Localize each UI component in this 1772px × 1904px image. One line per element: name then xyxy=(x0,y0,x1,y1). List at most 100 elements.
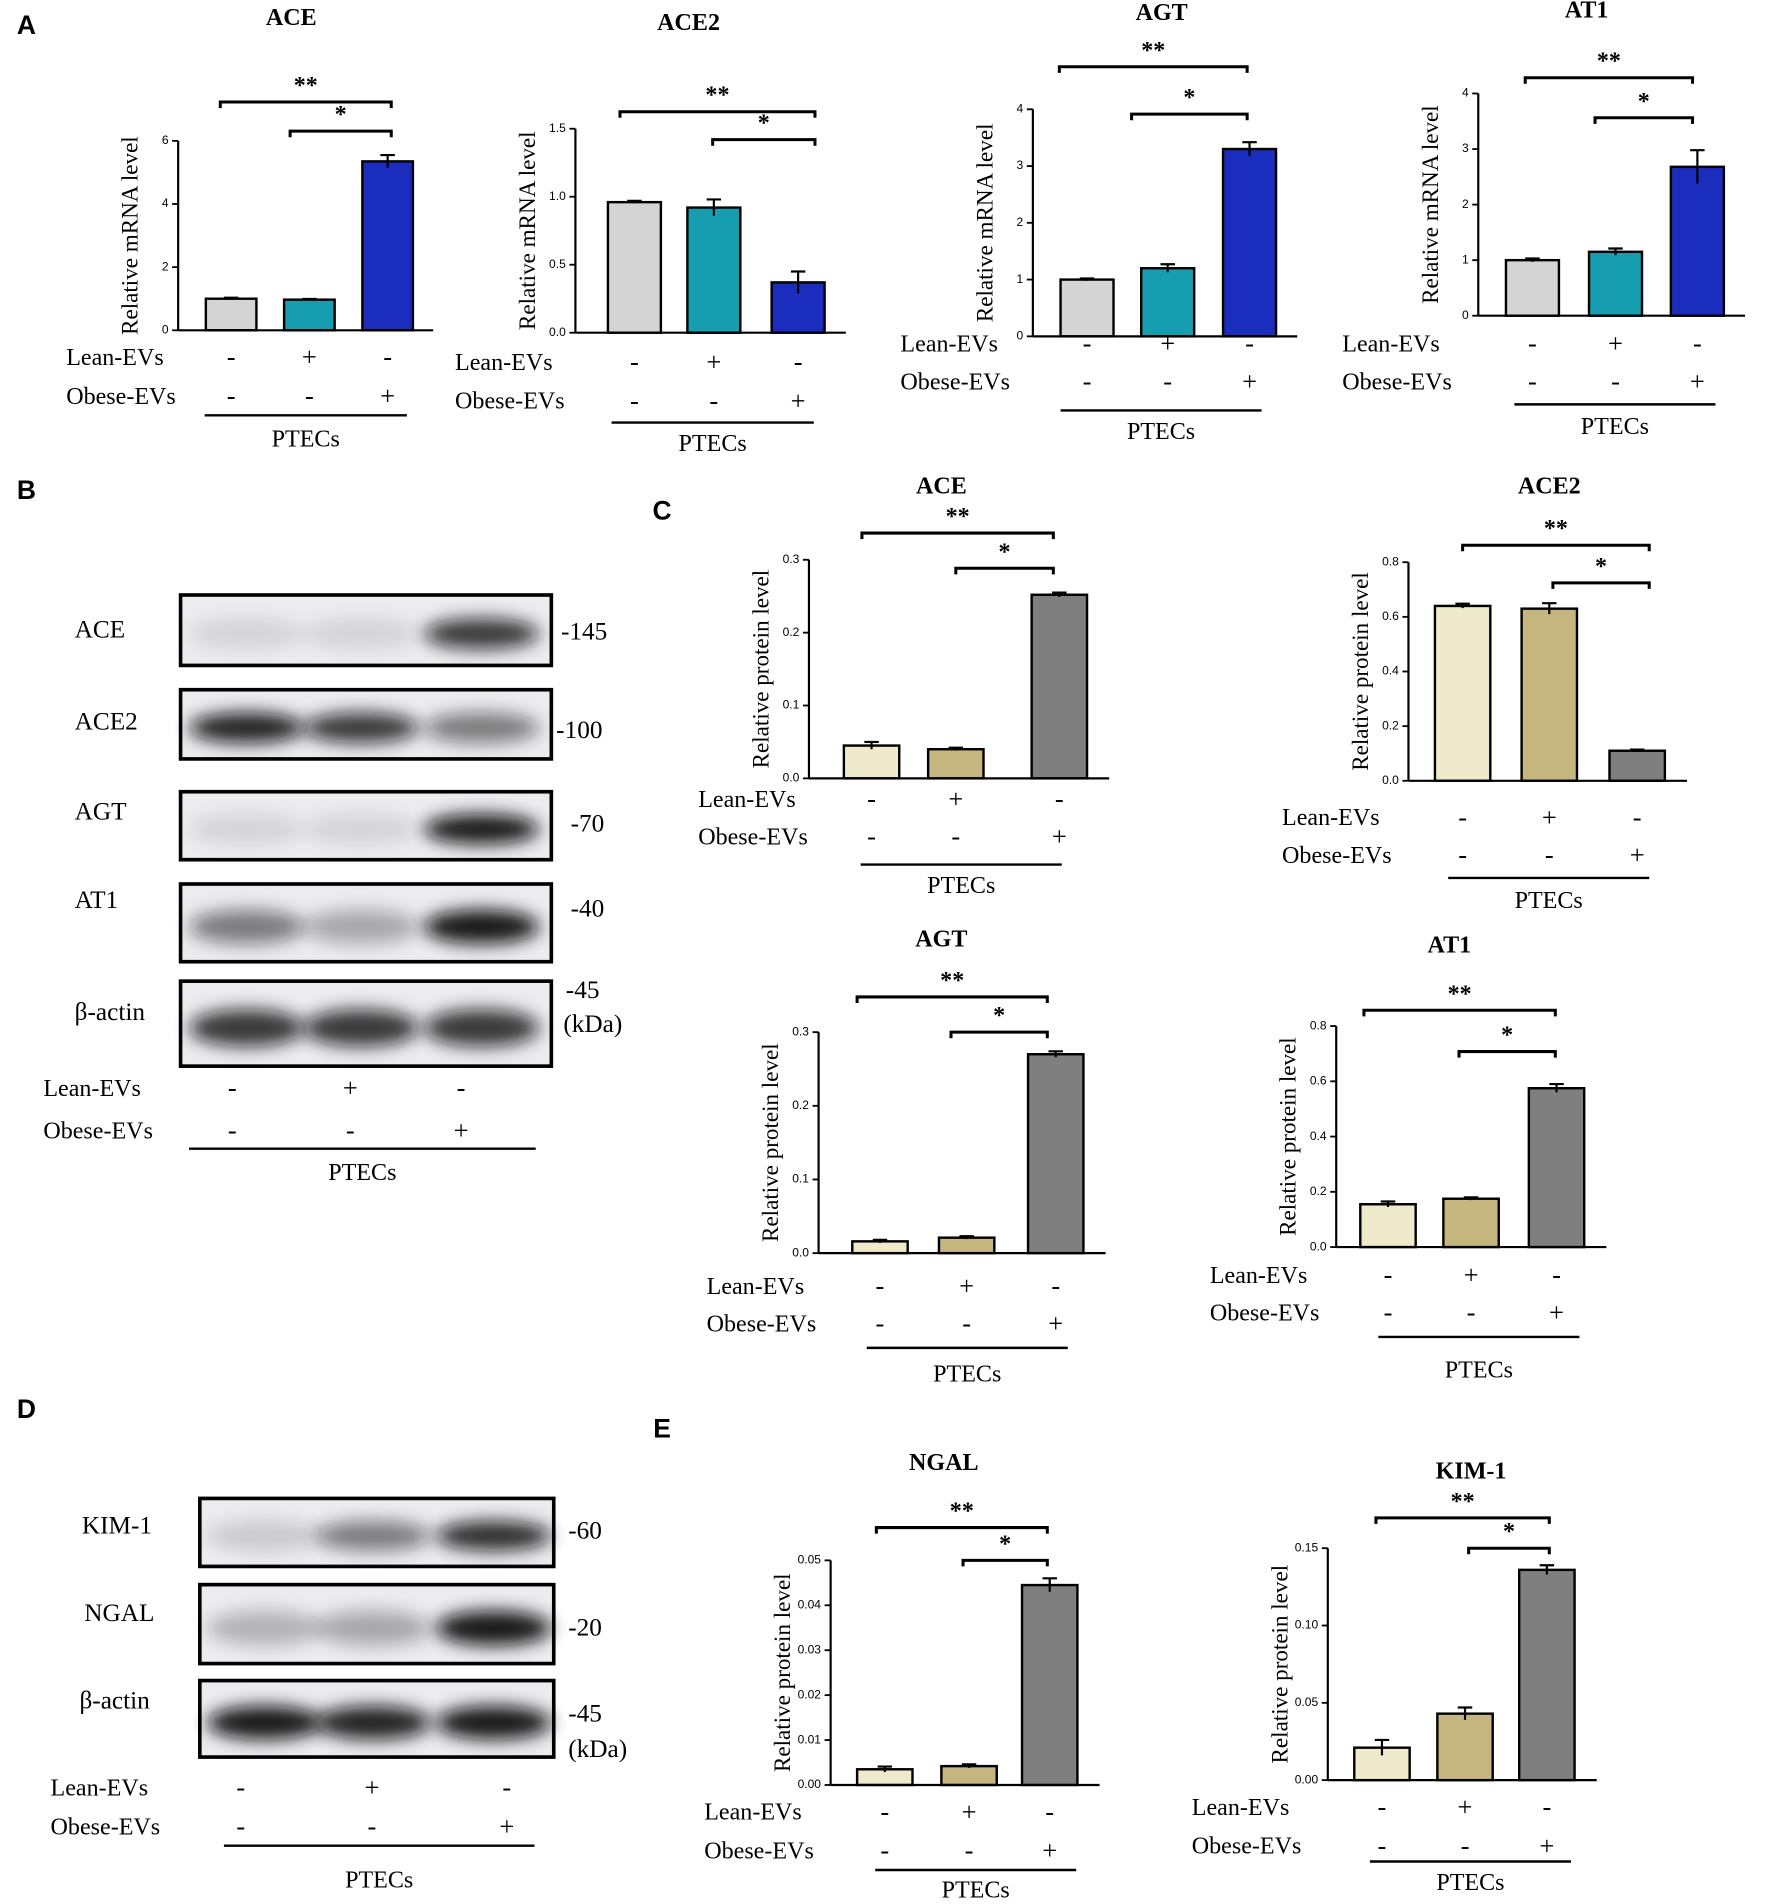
treatment-sign: - xyxy=(876,1308,885,1338)
blot-size: -45 xyxy=(566,976,600,1004)
treatment-sign: - xyxy=(1378,1791,1387,1821)
significance-label: * xyxy=(999,538,1011,565)
error-bar xyxy=(1629,748,1645,752)
treatment-sign: - xyxy=(227,341,236,371)
y-tick-label: 0.8 xyxy=(1310,1018,1327,1032)
chart-title: ACE2 xyxy=(1518,473,1581,500)
blot-band xyxy=(303,1009,419,1047)
blot-label: ACE2 xyxy=(75,707,138,735)
chart-title: ACE xyxy=(266,4,317,31)
significance-label: ** xyxy=(1448,980,1472,1007)
blot-band xyxy=(188,909,305,944)
blot-band xyxy=(188,814,305,845)
y-tick-label: 0.01 xyxy=(798,1732,822,1746)
significance-bracket xyxy=(1057,65,1249,73)
y-tick-label: 0.0 xyxy=(1382,773,1399,787)
treatment-sign: - xyxy=(1467,1297,1476,1327)
blot-label: AT1 xyxy=(75,886,119,914)
significance-label: ** xyxy=(946,503,970,530)
treatment-label: Lean-EVs xyxy=(707,1273,805,1300)
error-bar xyxy=(959,1235,974,1240)
group-label: PTECs xyxy=(1515,887,1583,914)
y-tick-label: 0.03 xyxy=(798,1642,822,1656)
y-tick-label: 1.5 xyxy=(549,121,566,135)
treatment-sign: - xyxy=(1245,328,1254,358)
blot-label: ACE xyxy=(75,615,126,643)
treatment-sign: - xyxy=(1693,328,1702,358)
y-tick-label: 0.2 xyxy=(1382,718,1399,732)
significance-label: * xyxy=(1595,553,1607,580)
blot-size: -20 xyxy=(568,1613,602,1641)
treatment-sign: + xyxy=(706,346,721,376)
treatment-sign: - xyxy=(383,341,392,371)
treatment-label: Lean-EVs xyxy=(455,349,553,376)
significance-bracket xyxy=(961,1558,1049,1567)
blot-band xyxy=(188,618,305,650)
treatment-sign: - xyxy=(876,1270,885,1300)
treatment-sign: - xyxy=(880,1835,889,1865)
blot-band xyxy=(435,1705,552,1740)
treatment-label: Obese-EVs xyxy=(43,1117,153,1144)
treatment-sign: - xyxy=(346,1115,355,1145)
group-label: PTECs xyxy=(1581,413,1649,440)
y-tick-label: 0.4 xyxy=(1382,664,1399,678)
bar xyxy=(1436,1712,1494,1782)
blot-frame xyxy=(178,979,554,1068)
blot-band xyxy=(423,618,540,650)
chart-title: NGAL xyxy=(909,1449,979,1476)
blot-frame xyxy=(198,1496,556,1569)
treatment-sign: - xyxy=(951,821,960,851)
error-bar xyxy=(706,198,722,216)
blot-band xyxy=(423,909,540,944)
treatment-label: Lean-EVs xyxy=(1192,1794,1290,1821)
error-bar xyxy=(302,297,317,301)
y-tick-label: 1 xyxy=(1462,252,1469,266)
blot-frame xyxy=(178,789,554,862)
bar xyxy=(204,297,258,332)
blot-band xyxy=(303,909,419,944)
blot-band xyxy=(315,1610,431,1646)
bar xyxy=(361,160,415,332)
significance-label: * xyxy=(1501,1021,1513,1048)
significance-label: ** xyxy=(1544,515,1568,542)
group-label: PTECs xyxy=(679,430,747,457)
blot-frame xyxy=(178,687,554,761)
y-axis-label: Relative mRNA level xyxy=(515,131,540,330)
treatment-sign: + xyxy=(1052,821,1067,851)
blot-size: -40 xyxy=(571,894,605,922)
error-bar xyxy=(1242,141,1257,156)
significance-label: ** xyxy=(940,967,964,994)
treatment-label: Obese-EVs xyxy=(455,388,565,415)
treatment-label: Lean-EVs xyxy=(900,331,998,358)
treatment-sign: - xyxy=(630,346,639,376)
treatment-sign: - xyxy=(867,783,876,813)
bar xyxy=(282,298,336,332)
treatment-sign: - xyxy=(1542,1791,1551,1821)
treatment-label: Obese-EVs xyxy=(1210,1300,1320,1327)
bar xyxy=(1433,604,1492,782)
treatment-sign: + xyxy=(948,783,963,813)
treatment-label: Obese-EVs xyxy=(1192,1833,1302,1860)
blot-band xyxy=(303,814,419,845)
treatment-sign: + xyxy=(1458,1791,1473,1821)
error-bar xyxy=(1160,263,1175,273)
treatment-sign: - xyxy=(965,1835,974,1865)
treatment-sign: - xyxy=(236,1772,245,1802)
y-tick-label: 3 xyxy=(1017,158,1024,172)
y-tick-label: 6 xyxy=(162,133,169,147)
blot-band xyxy=(435,1610,552,1646)
blot-unit: (kDa) xyxy=(563,1010,622,1038)
y-tick-label: 2 xyxy=(1462,197,1469,211)
blot-label: NGAL xyxy=(84,1599,154,1627)
treatment-sign: - xyxy=(1528,366,1537,396)
treatment-sign: - xyxy=(1083,366,1092,396)
blot-size: -60 xyxy=(568,1516,602,1544)
treatment-sign: - xyxy=(1528,328,1537,358)
blot-band xyxy=(207,1705,323,1740)
panel-letter: A xyxy=(17,10,36,40)
y-axis-label: Relative mRNA level xyxy=(118,136,143,335)
significance-label: ** xyxy=(1451,1488,1475,1515)
y-tick-label: 0.02 xyxy=(798,1687,822,1701)
blot-label: AGT xyxy=(75,797,127,825)
treatment-label: Lean-EVs xyxy=(1210,1262,1308,1289)
